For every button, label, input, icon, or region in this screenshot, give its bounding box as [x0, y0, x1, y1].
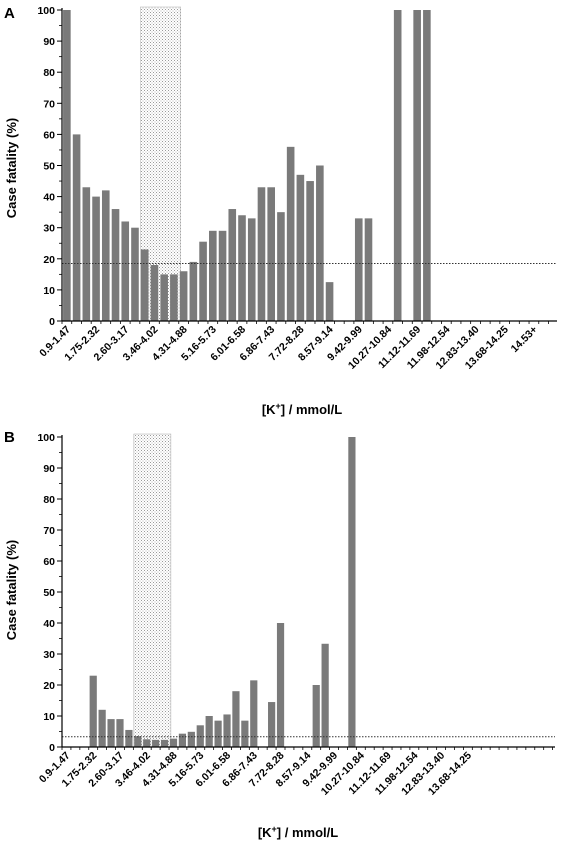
bar	[140, 249, 149, 321]
bar	[179, 271, 188, 321]
chart-panel-a: A Case fatality (%) 0 10 20 30 40 50 60 70 80 90 1…	[4, 5, 557, 417]
bar	[187, 731, 195, 747]
bar	[223, 714, 231, 747]
bar	[218, 230, 227, 321]
y-tick-label: 90	[43, 36, 55, 48]
bar	[276, 623, 285, 747]
bar	[306, 181, 314, 321]
x-category-labels-a: 0.9-1.471.75-2.322.60-3.173.46-4.024.31-…	[37, 324, 540, 372]
panel-letter-a: A	[4, 5, 15, 22]
bar	[178, 733, 187, 747]
bar	[312, 685, 320, 747]
bar	[160, 739, 169, 747]
x-category-labels-b: 0.9-1.471.75-2.322.60-3.173.46-4.024.31-…	[37, 750, 474, 798]
y-tick-label: 50	[43, 587, 55, 599]
y-tick-label: 20	[43, 254, 55, 266]
bar	[170, 274, 178, 321]
y-tick-label: 40	[43, 618, 55, 630]
y-tick-label: 70	[43, 98, 55, 110]
y-tick-label: 20	[43, 680, 55, 692]
bar	[321, 643, 329, 747]
bar	[205, 716, 213, 747]
x-category-label: 14.53+	[509, 324, 540, 355]
bar	[92, 196, 100, 321]
bar	[107, 719, 115, 747]
chart-panel-b: B Case fatality (%) 0 10 20 30 40 50 60 70 80 90 1…	[4, 429, 555, 840]
bar	[82, 187, 91, 321]
bar	[316, 165, 324, 321]
bar	[101, 190, 110, 321]
bars-b	[89, 437, 356, 747]
y-tick-label: 0	[49, 742, 55, 754]
bar	[393, 10, 402, 321]
y-axis-title-b: Case fatality (%)	[4, 540, 19, 640]
y-tick-label: 10	[43, 711, 55, 723]
y-ticks-a: 0 10 20 30 40 50 60 70 80 90 100	[37, 5, 62, 328]
y-tick-label: 100	[37, 5, 55, 17]
bar	[111, 209, 120, 321]
bars-a	[63, 10, 431, 322]
bar	[72, 134, 81, 321]
bar	[241, 720, 249, 747]
bar	[423, 10, 431, 321]
bar	[413, 10, 421, 321]
y-tick-label: 60	[43, 556, 55, 568]
bar	[125, 729, 133, 747]
bar	[325, 282, 334, 322]
y-tick-label: 40	[43, 192, 55, 204]
bar	[364, 218, 373, 321]
bar	[63, 10, 71, 321]
bar	[169, 738, 178, 747]
y-tick-label: 50	[43, 161, 55, 173]
bar	[228, 209, 237, 321]
y-axis-title-a: Case fatality (%)	[4, 118, 19, 218]
bar	[277, 212, 285, 321]
y-tick-label: 90	[43, 463, 55, 475]
bar	[296, 174, 305, 321]
y-tick-label: 80	[43, 67, 55, 79]
bar	[143, 739, 151, 747]
axes-b	[61, 435, 555, 750]
y-tick-label: 70	[43, 525, 55, 537]
bar	[121, 221, 130, 321]
bar	[189, 261, 198, 321]
bar	[134, 736, 142, 747]
normal-range-band-b	[133, 433, 172, 748]
bar	[354, 218, 363, 321]
bar	[267, 187, 275, 321]
bar	[116, 719, 124, 747]
bar	[247, 218, 256, 321]
bar	[286, 146, 295, 321]
bar	[348, 437, 356, 747]
bar	[238, 215, 246, 321]
bar	[150, 265, 159, 321]
bar	[209, 230, 217, 321]
normal-range-shading	[133, 433, 172, 748]
bar	[250, 680, 258, 747]
bar	[268, 702, 276, 747]
x-axis-title-b: [K+] / mmol/L	[258, 824, 338, 840]
x-axis-title-a: [K+] / mmol/L	[262, 401, 342, 417]
bar	[98, 709, 106, 747]
axes-a	[61, 8, 557, 324]
y-tick-label: 10	[43, 285, 55, 297]
bar	[214, 720, 222, 747]
y-tick-label: 0	[49, 316, 55, 328]
y-tick-label: 30	[43, 223, 55, 235]
y-tick-label: 60	[43, 129, 55, 141]
y-tick-label: 100	[37, 432, 55, 444]
bar	[199, 241, 207, 321]
bar	[196, 725, 204, 747]
bar	[160, 274, 168, 321]
y-ticks-b: 0 10 20 30 40 50 60 70 80 90 100	[37, 432, 62, 754]
bar	[89, 675, 97, 747]
y-tick-label: 30	[43, 649, 55, 661]
bar	[152, 739, 160, 747]
bar	[131, 227, 139, 321]
bar	[257, 187, 266, 321]
y-tick-label: 80	[43, 494, 55, 506]
bar	[232, 691, 240, 747]
panel-letter-b: B	[4, 429, 15, 446]
